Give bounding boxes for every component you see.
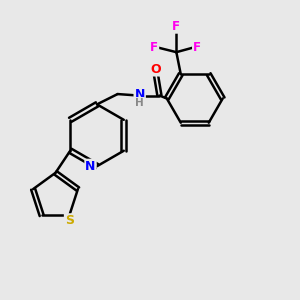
Text: F: F bbox=[172, 20, 180, 33]
Text: F: F bbox=[193, 41, 201, 54]
Text: S: S bbox=[65, 214, 74, 227]
Text: N: N bbox=[134, 88, 145, 100]
Text: O: O bbox=[151, 62, 161, 76]
Text: F: F bbox=[150, 41, 158, 54]
Text: H: H bbox=[135, 98, 144, 108]
Text: N: N bbox=[85, 160, 96, 173]
